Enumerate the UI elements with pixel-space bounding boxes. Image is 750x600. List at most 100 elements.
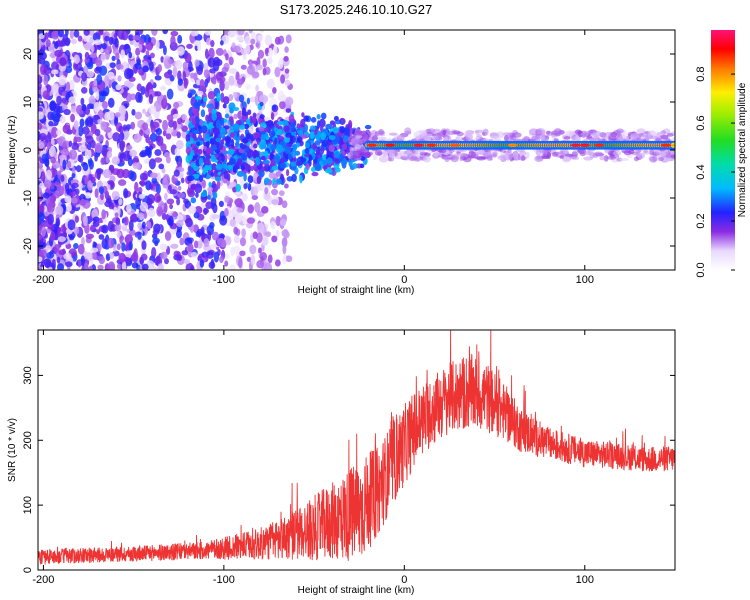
spectral-point bbox=[166, 88, 174, 100]
spectral-point bbox=[256, 232, 263, 244]
spectral-point bbox=[236, 35, 244, 41]
spectral-point bbox=[77, 243, 85, 255]
spectral-point bbox=[38, 168, 41, 178]
spectral-point bbox=[285, 169, 290, 177]
spectral-point bbox=[133, 250, 137, 262]
spectral-point bbox=[65, 81, 71, 93]
spectral-point bbox=[68, 96, 77, 104]
spectral-point bbox=[121, 168, 130, 179]
spectral-point bbox=[118, 198, 123, 206]
spectral-point bbox=[194, 205, 203, 215]
spectral-point bbox=[80, 86, 88, 94]
spectral-point bbox=[342, 143, 348, 150]
spectral-point bbox=[339, 126, 346, 134]
spectral-point bbox=[185, 154, 191, 164]
spectral-point bbox=[228, 116, 234, 122]
spectral-point bbox=[183, 259, 191, 265]
spectral-point bbox=[130, 121, 136, 130]
spectral-point bbox=[85, 135, 94, 145]
spectral-point bbox=[60, 148, 69, 156]
snr-xlabel: Height of straight line (km) bbox=[298, 585, 415, 596]
spectral-point bbox=[95, 57, 103, 67]
spectral-point bbox=[259, 101, 264, 107]
spectral-point bbox=[233, 113, 238, 120]
spectral-point bbox=[61, 97, 67, 104]
spectral-point bbox=[166, 114, 174, 122]
spectral-point bbox=[275, 171, 282, 177]
spectral-point bbox=[238, 257, 243, 269]
spectral-point bbox=[100, 91, 108, 97]
spectral-point bbox=[271, 188, 279, 196]
x-tick-label: 0 bbox=[401, 574, 407, 586]
spectral-point bbox=[232, 123, 240, 130]
spectral-point bbox=[125, 82, 135, 88]
spectral-point bbox=[58, 249, 67, 256]
spectral-point bbox=[62, 159, 67, 170]
spectral-point bbox=[443, 136, 449, 142]
spectral-point bbox=[204, 164, 209, 173]
spectral-point bbox=[270, 144, 277, 151]
spectral-point bbox=[104, 35, 110, 42]
y-tick-label: 100 bbox=[22, 496, 34, 514]
spectral-point bbox=[198, 157, 204, 167]
spectral-point bbox=[38, 211, 45, 222]
spectral-point bbox=[70, 113, 76, 123]
spectral-point bbox=[38, 241, 46, 250]
spectral-point bbox=[254, 202, 261, 213]
spectral-point bbox=[181, 113, 188, 121]
spectral-point bbox=[465, 133, 474, 141]
spectral-point bbox=[116, 263, 122, 270]
spectral-point bbox=[115, 52, 120, 61]
spectral-point bbox=[96, 134, 104, 142]
spectral-point bbox=[123, 68, 133, 80]
spectral-point bbox=[38, 130, 41, 142]
spectral-point bbox=[172, 66, 178, 78]
spectral-point bbox=[164, 258, 169, 265]
spectral-point bbox=[512, 132, 522, 138]
spectral-point bbox=[178, 169, 184, 180]
spectral-point bbox=[107, 71, 115, 80]
x-tick-label: -200 bbox=[32, 274, 54, 286]
spectral-point bbox=[47, 202, 55, 214]
spectral-point bbox=[396, 135, 405, 142]
spectral-point bbox=[264, 231, 272, 238]
spectral-point bbox=[93, 39, 102, 46]
spectral-point bbox=[324, 168, 332, 174]
spectral-point bbox=[247, 175, 254, 184]
spectral-point bbox=[93, 101, 101, 113]
spectral-point bbox=[158, 163, 165, 170]
spectral-point bbox=[528, 128, 539, 136]
spectral-point bbox=[101, 224, 109, 234]
spectral-point bbox=[138, 193, 146, 199]
spectral-point bbox=[149, 172, 158, 179]
spectral-point bbox=[619, 157, 629, 162]
spectral-point bbox=[282, 243, 287, 255]
spectral-point bbox=[141, 263, 149, 270]
spectral-point bbox=[94, 188, 99, 199]
spectral-point bbox=[81, 236, 85, 247]
spectral-point bbox=[38, 163, 43, 170]
spectral-point bbox=[59, 115, 66, 124]
spectral-point bbox=[283, 55, 289, 62]
spectral-point bbox=[304, 148, 310, 155]
spectral-point bbox=[167, 184, 172, 191]
spectral-point bbox=[86, 61, 94, 70]
spectral-point bbox=[219, 255, 224, 264]
spectral-point bbox=[227, 148, 235, 156]
spectral-point bbox=[238, 94, 245, 103]
spectral-point bbox=[287, 153, 292, 160]
spectral-point bbox=[81, 104, 86, 112]
spectral-point bbox=[73, 226, 80, 235]
spectral-point bbox=[151, 121, 160, 129]
spectral-point bbox=[175, 229, 182, 239]
spectral-point bbox=[241, 153, 246, 161]
spectral-point bbox=[101, 209, 106, 220]
spectral-point bbox=[148, 183, 154, 190]
spectral-point bbox=[219, 76, 226, 83]
spectral-point bbox=[139, 151, 146, 158]
spectral-point bbox=[142, 65, 150, 73]
spectral-point bbox=[73, 54, 80, 64]
spectral-point bbox=[309, 131, 315, 140]
chart-title: S173.2025.246.10.10.G27 bbox=[280, 2, 433, 17]
